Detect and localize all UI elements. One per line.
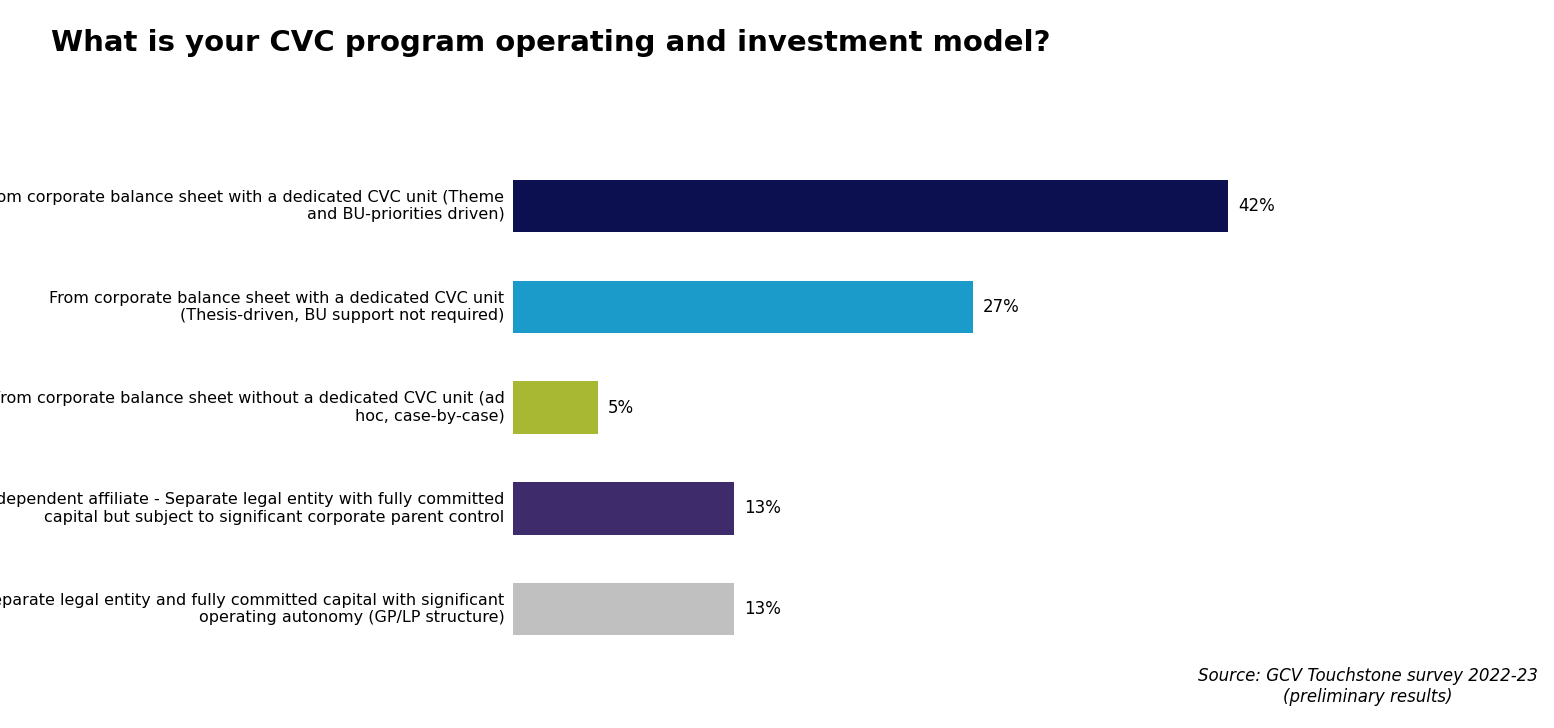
Bar [513,583,733,636]
Text: What is your CVC program operating and investment model?: What is your CVC program operating and i… [51,29,1051,57]
Bar [513,381,598,434]
Bar [513,281,973,333]
Text: 5%: 5% [608,399,634,416]
Text: 13%: 13% [744,499,782,518]
Text: 13%: 13% [744,601,782,618]
Bar [513,482,733,534]
Text: 42%: 42% [1239,197,1276,215]
Text: 27%: 27% [984,298,1019,316]
Bar [513,180,1228,232]
Text: Source: GCV Touchstone survey 2022-23
(preliminary results): Source: GCV Touchstone survey 2022-23 (p… [1198,668,1537,706]
